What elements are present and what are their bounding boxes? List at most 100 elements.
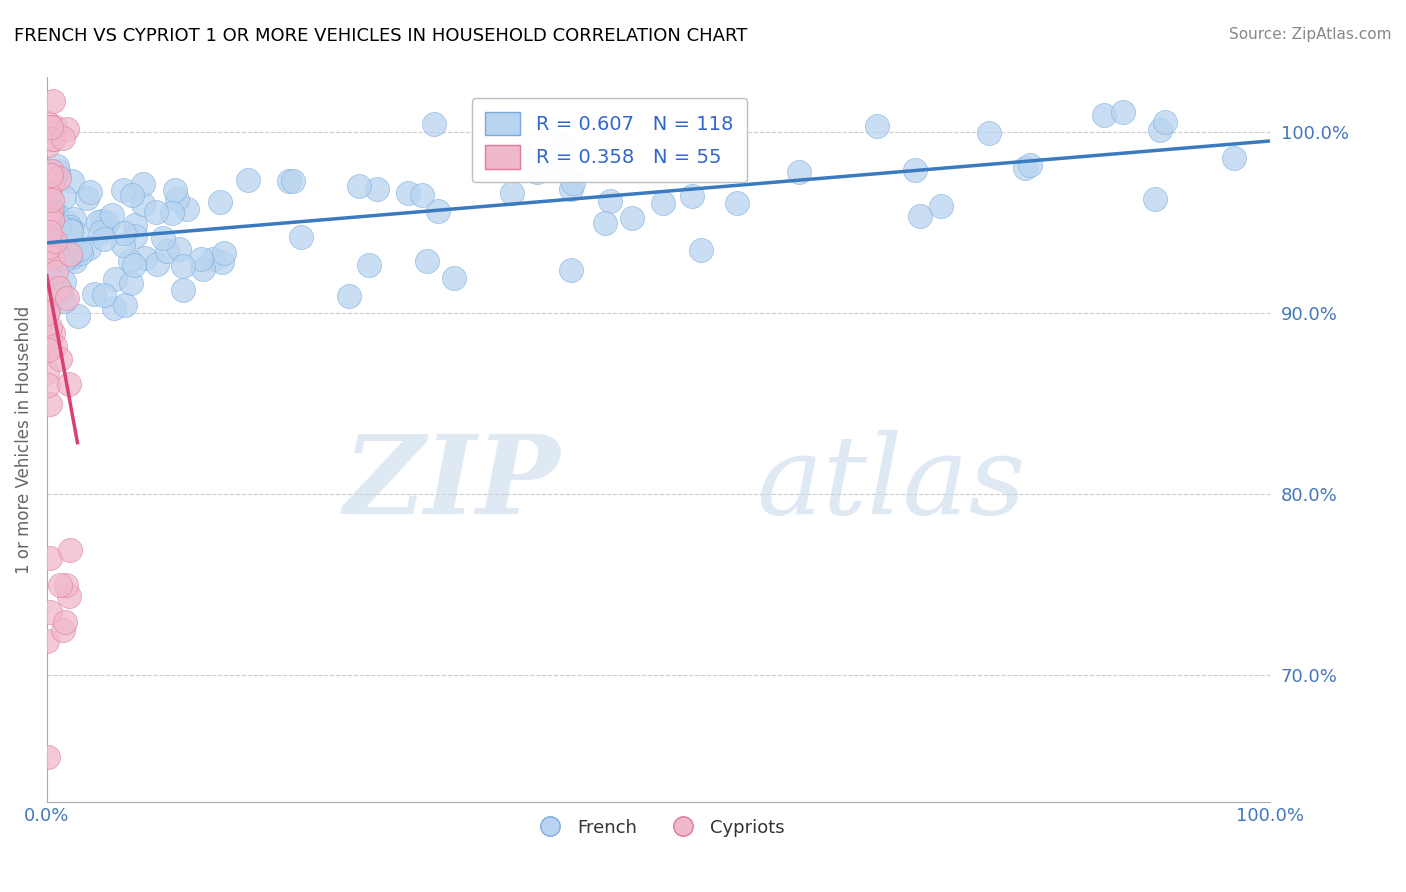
Point bbox=[621, 211, 644, 226]
Point bbox=[87, 214, 110, 228]
Point bbox=[41, 132, 63, 146]
Point bbox=[37, 343, 59, 358]
Point bbox=[38, 227, 60, 241]
Point bbox=[366, 182, 388, 196]
Point bbox=[865, 120, 887, 134]
Point bbox=[1144, 193, 1167, 207]
Point bbox=[48, 282, 70, 296]
Point bbox=[49, 285, 72, 300]
Point bbox=[191, 262, 214, 277]
Point bbox=[1223, 151, 1246, 165]
Point bbox=[277, 174, 299, 188]
Point bbox=[561, 176, 583, 190]
Point bbox=[132, 197, 155, 211]
Point bbox=[551, 139, 574, 153]
Point bbox=[908, 210, 931, 224]
Point bbox=[38, 211, 60, 225]
Point bbox=[236, 172, 259, 186]
Point bbox=[53, 252, 76, 267]
Point bbox=[79, 186, 101, 200]
Point bbox=[45, 159, 67, 173]
Point bbox=[172, 259, 194, 273]
Point bbox=[931, 199, 953, 213]
Point bbox=[1112, 105, 1135, 120]
Point bbox=[65, 253, 87, 268]
Point bbox=[124, 228, 146, 243]
Point bbox=[347, 179, 370, 194]
Point bbox=[56, 122, 79, 136]
Point bbox=[52, 294, 75, 309]
Point bbox=[103, 301, 125, 315]
Point bbox=[132, 177, 155, 191]
Point bbox=[45, 265, 67, 279]
Point bbox=[42, 132, 65, 146]
Point bbox=[63, 211, 86, 226]
Point bbox=[83, 286, 105, 301]
Point bbox=[41, 213, 63, 227]
Point bbox=[38, 331, 60, 345]
Point bbox=[37, 750, 59, 764]
Point bbox=[41, 177, 63, 191]
Point bbox=[59, 220, 82, 235]
Point bbox=[65, 226, 87, 240]
Point bbox=[48, 281, 70, 295]
Point bbox=[599, 194, 621, 208]
Point bbox=[38, 226, 60, 240]
Point bbox=[122, 258, 145, 272]
Point bbox=[787, 165, 810, 179]
Point bbox=[501, 186, 523, 201]
Point bbox=[163, 183, 186, 197]
Point bbox=[59, 247, 82, 261]
Point bbox=[41, 95, 63, 109]
Point bbox=[76, 192, 98, 206]
Point bbox=[160, 206, 183, 220]
Point bbox=[39, 120, 62, 134]
Point bbox=[37, 633, 59, 648]
Point bbox=[52, 275, 75, 289]
Point bbox=[58, 589, 80, 603]
Point bbox=[167, 243, 190, 257]
Point bbox=[166, 192, 188, 206]
Point bbox=[508, 146, 530, 161]
Point bbox=[49, 578, 72, 592]
Point bbox=[37, 163, 59, 178]
Point bbox=[38, 212, 60, 227]
Point bbox=[37, 210, 59, 224]
Point bbox=[190, 252, 212, 267]
Point bbox=[38, 268, 60, 282]
Point bbox=[560, 182, 582, 196]
Point bbox=[91, 213, 114, 227]
Point bbox=[35, 227, 58, 242]
Point bbox=[44, 257, 66, 271]
Point bbox=[904, 163, 927, 178]
Point bbox=[1019, 158, 1042, 172]
Point bbox=[39, 168, 62, 182]
Point bbox=[44, 339, 66, 353]
Text: Source: ZipAtlas.com: Source: ZipAtlas.com bbox=[1229, 27, 1392, 42]
Point bbox=[202, 252, 225, 266]
Point bbox=[411, 188, 433, 202]
Point bbox=[1149, 122, 1171, 136]
Point bbox=[146, 257, 169, 271]
Point bbox=[39, 205, 62, 219]
Point bbox=[58, 249, 80, 263]
Point bbox=[114, 298, 136, 312]
Point bbox=[124, 219, 146, 233]
Point bbox=[48, 352, 70, 367]
Point bbox=[48, 170, 70, 185]
Point bbox=[69, 242, 91, 256]
Point bbox=[593, 216, 616, 230]
Point bbox=[39, 397, 62, 411]
Point bbox=[60, 174, 83, 188]
Point bbox=[59, 223, 82, 237]
Point bbox=[359, 258, 381, 272]
Point bbox=[118, 254, 141, 268]
Point bbox=[337, 288, 360, 302]
Point bbox=[48, 218, 70, 232]
Point bbox=[283, 174, 305, 188]
Point bbox=[979, 126, 1001, 140]
Point bbox=[172, 283, 194, 297]
Point bbox=[290, 230, 312, 244]
Text: ZIP: ZIP bbox=[344, 430, 561, 537]
Point bbox=[38, 239, 60, 253]
